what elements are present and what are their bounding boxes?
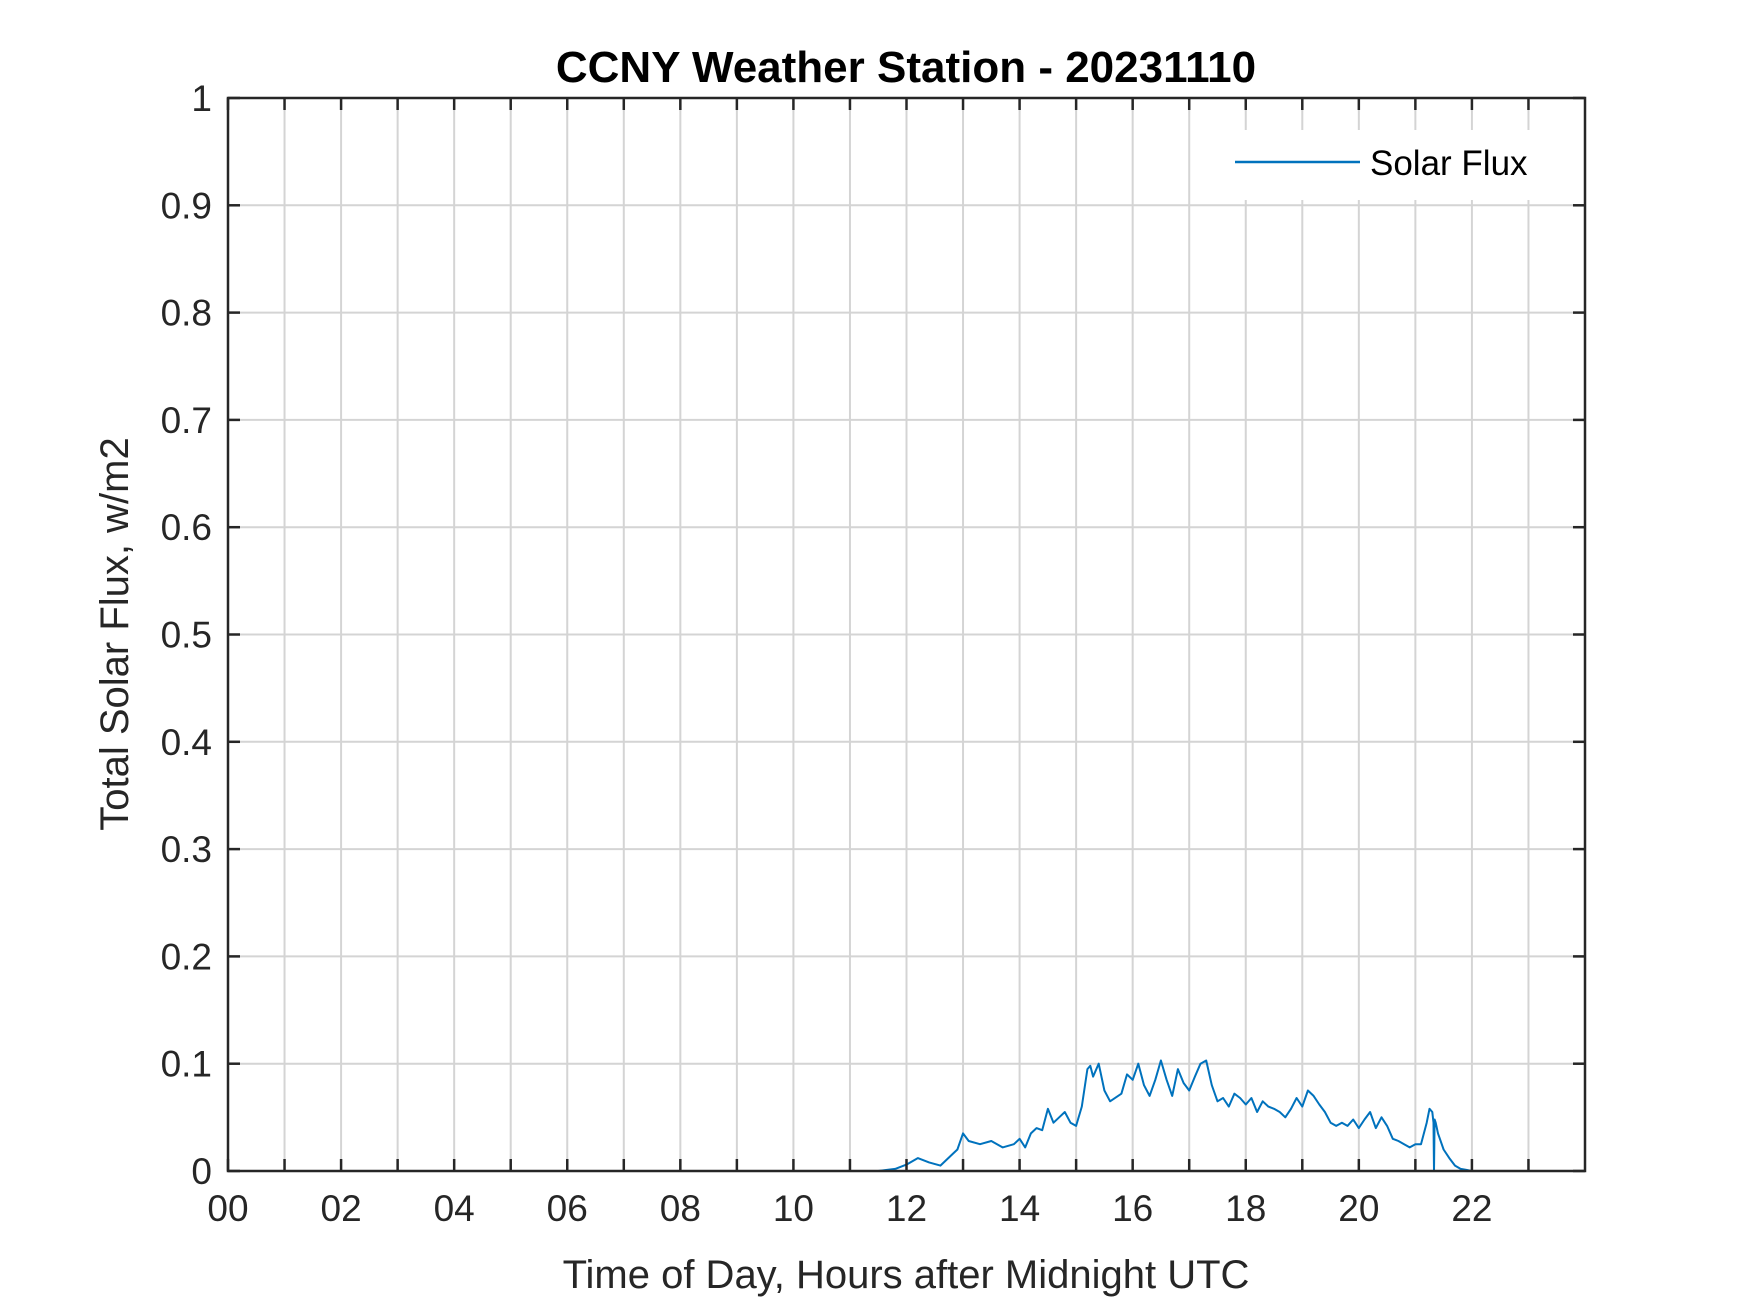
x-tick-label: 20 (1338, 1188, 1379, 1229)
legend: Solar Flux (1220, 130, 1570, 200)
x-tick-label: 16 (1112, 1188, 1153, 1229)
x-tick-label: 18 (1225, 1188, 1266, 1229)
y-tick-label: 0.6 (161, 507, 212, 548)
x-tick-label: 02 (321, 1188, 362, 1229)
y-tick-label: 1 (191, 78, 212, 119)
y-tick-labels: 0 0.1 0.2 0.3 0.4 0.5 0.6 0.7 0.8 0.9 1 (161, 78, 212, 1192)
y-tick-label: 0.5 (161, 615, 212, 656)
legend-label-solar-flux: Solar Flux (1370, 144, 1528, 183)
y-tick-label: 0.7 (161, 400, 212, 441)
y-tick-label: 0.1 (161, 1044, 212, 1085)
x-tick-label: 12 (886, 1188, 927, 1229)
x-tick-label: 08 (660, 1188, 701, 1229)
chart-title: CCNY Weather Station - 20231110 (556, 43, 1256, 92)
y-tick-label: 0.9 (161, 185, 212, 226)
series-layer (228, 1059, 1585, 1172)
x-tick-label: 14 (999, 1188, 1040, 1229)
y-tick-label: 0.3 (161, 829, 212, 870)
x-tick-label: 04 (434, 1188, 475, 1229)
y-tick-label: 0.2 (161, 936, 212, 977)
x-tick-label: 22 (1451, 1188, 1492, 1229)
legend-box (1220, 130, 1570, 200)
series-line-solar-flux (228, 1059, 1585, 1172)
x-tick-label: 06 (547, 1188, 588, 1229)
x-tick-label: 10 (773, 1188, 814, 1229)
y-tick-label: 0.8 (161, 293, 212, 334)
y-tick-label: 0 (191, 1151, 212, 1192)
tick-marks (226, 96, 1585, 1173)
y-tick-label: 0.4 (161, 722, 212, 763)
grid-lines (228, 98, 1585, 1171)
x-axis-label: Time of Day, Hours after Midnight UTC (563, 1253, 1250, 1297)
x-tick-label: 00 (207, 1188, 248, 1229)
x-tick-labels: 00 02 04 06 08 10 12 14 16 18 20 22 (207, 1188, 1492, 1229)
y-axis-label: Total Solar Flux, w/m2 (93, 437, 137, 830)
